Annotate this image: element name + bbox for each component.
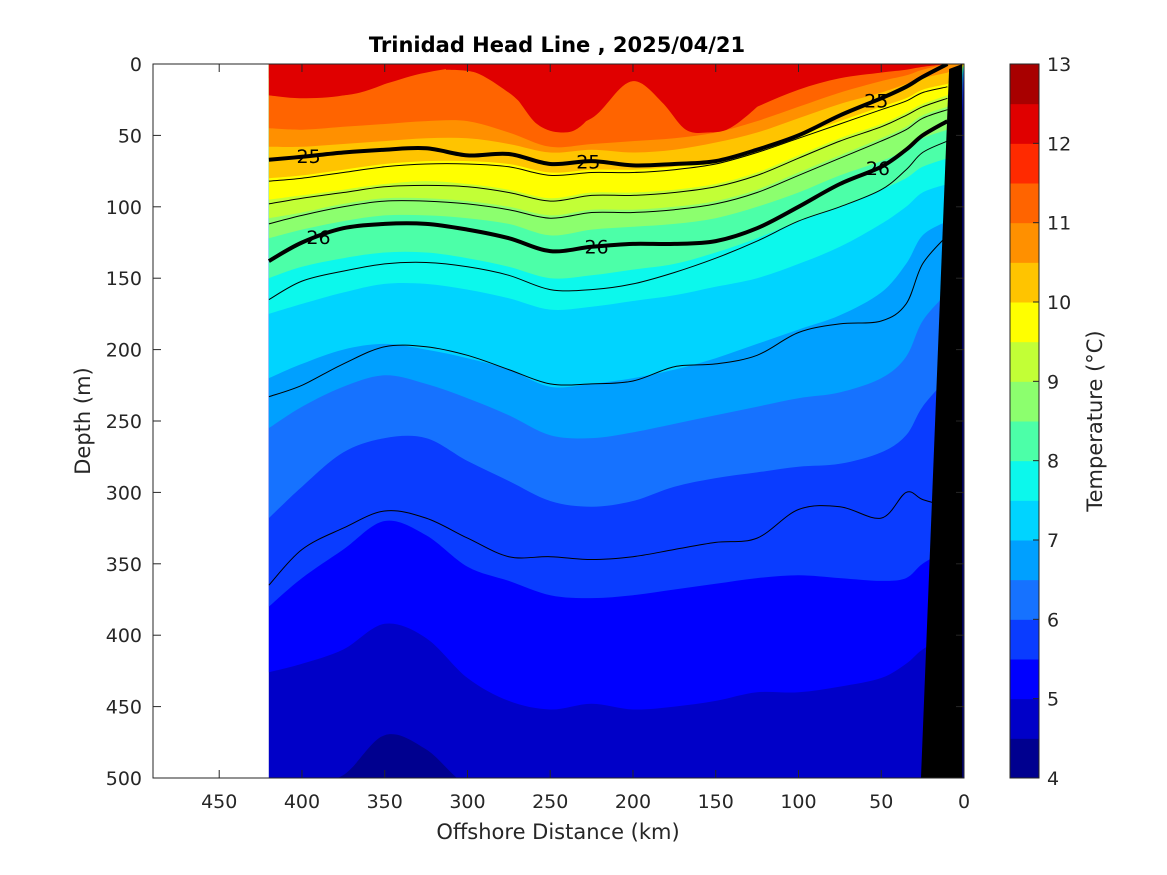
- colorbar-tick-label: 10: [1047, 292, 1071, 314]
- density-contour-26: [267, 119, 949, 263]
- y-tick-label: 450: [106, 697, 142, 719]
- density-contour-layer: 25 25 25 26 26 26: [267, 64, 949, 586]
- y-tick-label: 400: [106, 625, 142, 647]
- colorbar-tick-label: 11: [1047, 213, 1071, 235]
- y-axis: 0 50 100 150 200 250 300 350 400 450 500: [106, 54, 964, 790]
- x-tick-label: 100: [780, 791, 816, 813]
- colorbar-swatch-4.5: [1010, 698, 1039, 739]
- y-tick-label: 100: [106, 197, 142, 219]
- seafloor-topography: [920, 64, 963, 778]
- colorbar-label: Temperature (°C): [1083, 330, 1107, 512]
- colorbar-swatch-10: [1010, 262, 1039, 303]
- y-tick-label: 200: [106, 340, 142, 362]
- y-tick-label: 150: [106, 268, 142, 290]
- colorbar-tick-label: 8: [1047, 451, 1059, 473]
- colorbar-swatch-10.5: [1010, 222, 1039, 263]
- colorbar-swatch-6.5: [1010, 540, 1039, 581]
- colorbar-tick-label: 7: [1047, 530, 1059, 552]
- warm-surface-patch-1: [446, 64, 786, 133]
- density-contour-thin-1: [268, 97, 948, 205]
- contour-label-26-0: 26: [306, 227, 330, 249]
- colorbar-swatch-7.5: [1010, 460, 1039, 501]
- colorbar-tick-label: 5: [1047, 689, 1059, 711]
- colorbar-swatch-8: [1010, 421, 1039, 462]
- colorbar-swatch-6: [1010, 579, 1039, 620]
- density-contour-thin-3: [268, 140, 948, 301]
- contour-label-25-0: 25: [296, 146, 320, 168]
- x-tick-label: 200: [615, 791, 651, 813]
- y-axis-label: Depth (m): [71, 367, 95, 474]
- colorbar-swatch-5.5: [1010, 619, 1039, 660]
- contour-label-26-2: 26: [866, 158, 890, 180]
- x-tick-label: 50: [869, 791, 893, 813]
- colorbar-tick-label: 12: [1047, 133, 1071, 155]
- warm-surface-patch-0: [268, 64, 427, 96]
- x-tick-label: 150: [698, 791, 734, 813]
- contour-label-26-1: 26: [584, 236, 608, 258]
- density-contour-thin-0: [268, 86, 948, 182]
- chart-title: Trinidad Head Line , 2025/04/21: [369, 33, 745, 57]
- colorbar-tick-label: 6: [1047, 609, 1059, 631]
- x-tick-label: 350: [367, 791, 403, 813]
- x-tick-label: 400: [284, 791, 320, 813]
- colorbar-tick-label: 9: [1047, 371, 1059, 393]
- colorbar-swatch-12: [1010, 103, 1039, 144]
- colorbar: 4 5 6 7 8 9 10 11 12 13: [1009, 54, 1071, 790]
- x-tick-label: 450: [201, 791, 237, 813]
- x-tick-label: 250: [532, 791, 568, 813]
- colorbar-swatch-9.5: [1010, 302, 1039, 343]
- colorbar-swatch-9: [1010, 341, 1039, 382]
- x-tick-label: 0: [958, 791, 970, 813]
- colorbar-tick-label: 4: [1047, 768, 1059, 790]
- y-tick-label: 300: [106, 482, 142, 504]
- colorbar-swatch-11: [1010, 183, 1039, 224]
- colorbar-swatch-8.5: [1010, 381, 1039, 422]
- colorbar-tick-label: 13: [1047, 54, 1071, 76]
- x-tick-label: 300: [449, 791, 485, 813]
- colorbar-swatch-12.5: [1010, 64, 1039, 105]
- density-contour-thin-2: [268, 109, 948, 225]
- colorbar-swatch-4: [1010, 738, 1039, 779]
- y-tick-label: 50: [118, 125, 142, 147]
- density-contour-thin-5: [268, 491, 948, 586]
- x-axis: 450 400 350 300 250 200 150 100 50 0: [201, 64, 970, 813]
- colorbar-swatch-5: [1010, 659, 1039, 700]
- y-tick-label: 0: [130, 54, 142, 76]
- y-tick-label: 500: [106, 768, 142, 790]
- contour-label-25-1: 25: [576, 151, 600, 173]
- density-contour-25: [268, 64, 949, 168]
- colorbar-swatch-11.5: [1010, 143, 1039, 184]
- y-tick-label: 250: [106, 411, 142, 433]
- contour-label-25-2: 25: [864, 90, 888, 112]
- colorbar-frame: [1009, 63, 1040, 779]
- x-axis-label: Offshore Distance (km): [436, 820, 679, 844]
- y-tick-label: 350: [106, 554, 142, 576]
- temp-band-12: [268, 64, 964, 129]
- density-contour-thin-4: [268, 235, 948, 398]
- colorbar-swatch-7: [1010, 500, 1039, 541]
